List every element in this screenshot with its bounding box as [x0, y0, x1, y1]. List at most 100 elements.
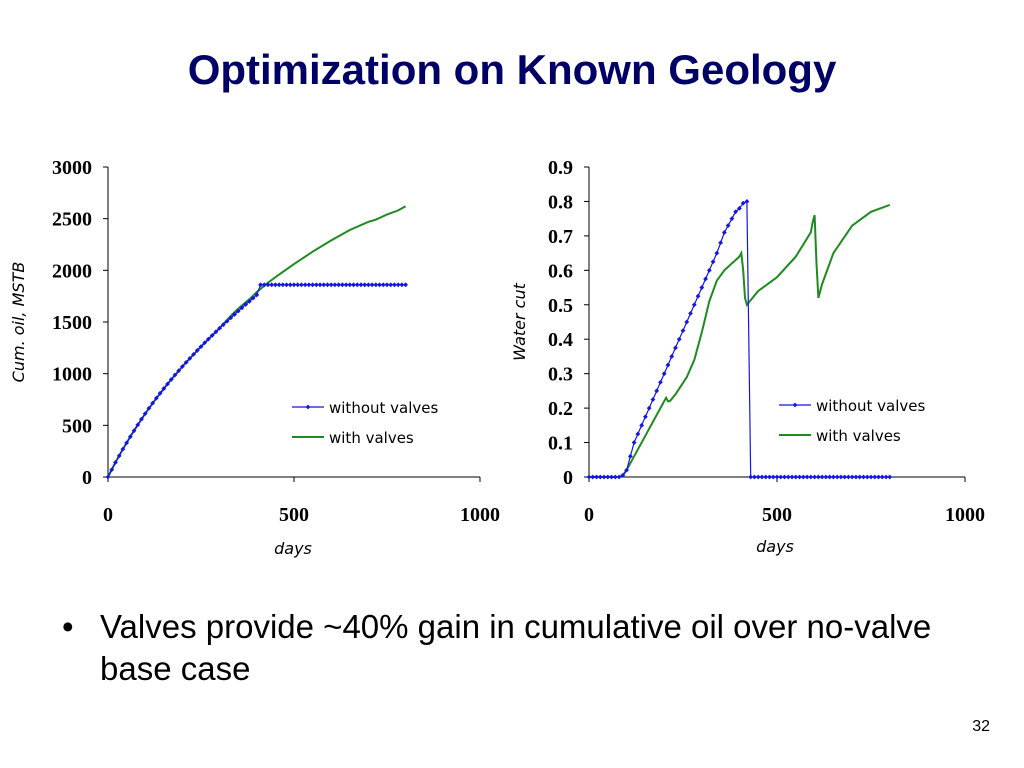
data-point-marker — [703, 276, 708, 282]
data-point-marker — [362, 282, 368, 288]
data-point-marker — [635, 431, 641, 437]
data-point-marker — [347, 282, 353, 288]
data-point-marker — [808, 474, 814, 480]
data-point-marker — [172, 372, 178, 378]
data-point-marker — [354, 282, 360, 288]
data-point-marker — [729, 216, 735, 222]
data-point-marker — [358, 282, 364, 288]
data-point-marker — [752, 474, 757, 480]
data-point-marker — [302, 282, 308, 288]
data-point-marker — [228, 315, 234, 321]
data-point-marker — [131, 428, 137, 434]
data-point-marker — [161, 386, 167, 391]
y-tick-label: 0 — [563, 467, 573, 489]
legend-label: without valves — [816, 397, 925, 415]
data-point-marker — [669, 354, 675, 359]
data-point-marker — [206, 336, 211, 342]
data-point-marker — [639, 422, 645, 428]
data-point-marker — [258, 282, 263, 288]
y-tick-label: 3000 — [52, 157, 92, 179]
y-tick-label: 0.7 — [548, 226, 573, 248]
data-point-marker — [887, 474, 893, 480]
series-line-with-valves — [589, 203, 891, 478]
data-point-marker — [295, 282, 301, 288]
y-tick-label: 1500 — [52, 312, 92, 334]
data-point-marker — [864, 474, 870, 480]
data-point-marker — [313, 282, 319, 288]
data-point-marker — [180, 364, 185, 369]
data-point-marker — [280, 282, 286, 288]
data-point-marker — [646, 405, 652, 411]
data-point-marker — [785, 474, 791, 480]
data-point-marker — [153, 395, 159, 401]
data-point-marker — [392, 282, 397, 288]
x-tick-label: 500 — [762, 504, 792, 526]
data-point-marker — [631, 440, 637, 445]
data-point-marker — [872, 474, 878, 480]
data-point-marker — [849, 474, 855, 480]
legend-marker — [305, 404, 311, 410]
cumulative-oil-chart: 0 500 1000 1500 2000 2500 3000 0 500 1000 days Cum.… — [9, 157, 500, 558]
data-point-marker — [718, 240, 723, 246]
data-point-marker — [269, 282, 275, 288]
data-point-marker — [135, 422, 141, 428]
data-point-marker — [838, 474, 844, 480]
data-point-marker — [710, 259, 716, 265]
data-point-marker — [239, 305, 245, 311]
data-point-marker — [243, 302, 249, 307]
data-point-marker — [609, 474, 614, 480]
data-point-marker — [213, 329, 219, 335]
y-tick-label: 2000 — [52, 260, 92, 282]
data-point-marker — [733, 209, 739, 215]
data-point-marker — [246, 298, 252, 304]
y-tick-label: 0.5 — [548, 295, 573, 317]
data-point-marker — [857, 474, 863, 480]
x-tick-label: 1000 — [460, 504, 500, 526]
data-point-marker — [377, 282, 382, 288]
data-point-marker — [105, 474, 111, 480]
x-axis-label: days — [756, 537, 794, 556]
data-point-marker — [142, 411, 148, 417]
data-point-marker — [254, 292, 260, 298]
data-point-marker — [273, 282, 278, 288]
data-point-marker — [139, 416, 144, 422]
y-tick-label: 1000 — [52, 364, 92, 386]
data-point-marker — [853, 474, 859, 480]
y-axis-label: Cum. oil, MSTB — [9, 262, 28, 383]
data-point-marker — [782, 474, 787, 480]
data-point-marker — [650, 397, 656, 402]
bullet-symbol: • — [62, 608, 74, 645]
data-point-marker — [224, 318, 230, 324]
data-point-marker — [321, 282, 327, 288]
y-tick-label: 0.2 — [548, 398, 573, 420]
data-point-marker — [232, 312, 237, 317]
data-point-marker — [399, 282, 405, 288]
y-tick-label: 500 — [62, 415, 92, 437]
data-point-marker — [714, 250, 720, 256]
y-tick-label: 0.1 — [548, 433, 573, 455]
data-point-marker — [120, 446, 126, 452]
data-point-marker — [217, 325, 222, 331]
data-point-marker — [116, 453, 122, 459]
data-point-marker — [395, 282, 401, 288]
data-point-marker — [284, 282, 289, 288]
data-point-marker — [597, 474, 603, 480]
data-point-marker — [146, 405, 152, 411]
slide-title: Optimization on Known Geology — [187, 46, 837, 93]
x-axis-label: days — [274, 539, 312, 558]
data-point-marker — [834, 474, 840, 480]
y-tick-label: 0.9 — [548, 157, 573, 179]
data-point-marker — [291, 282, 297, 288]
data-point-marker — [384, 282, 390, 288]
data-point-marker — [725, 223, 731, 228]
data-point-marker — [109, 467, 115, 473]
data-point-marker — [684, 319, 690, 325]
data-point-marker — [187, 355, 193, 361]
data-point-marker — [328, 282, 334, 288]
data-point-marker — [680, 328, 686, 334]
data-point-marker — [113, 460, 118, 465]
y-tick-label: 0.6 — [548, 260, 573, 282]
data-point-marker — [403, 282, 408, 288]
data-point-marker — [343, 282, 349, 288]
data-point-marker — [767, 474, 772, 480]
